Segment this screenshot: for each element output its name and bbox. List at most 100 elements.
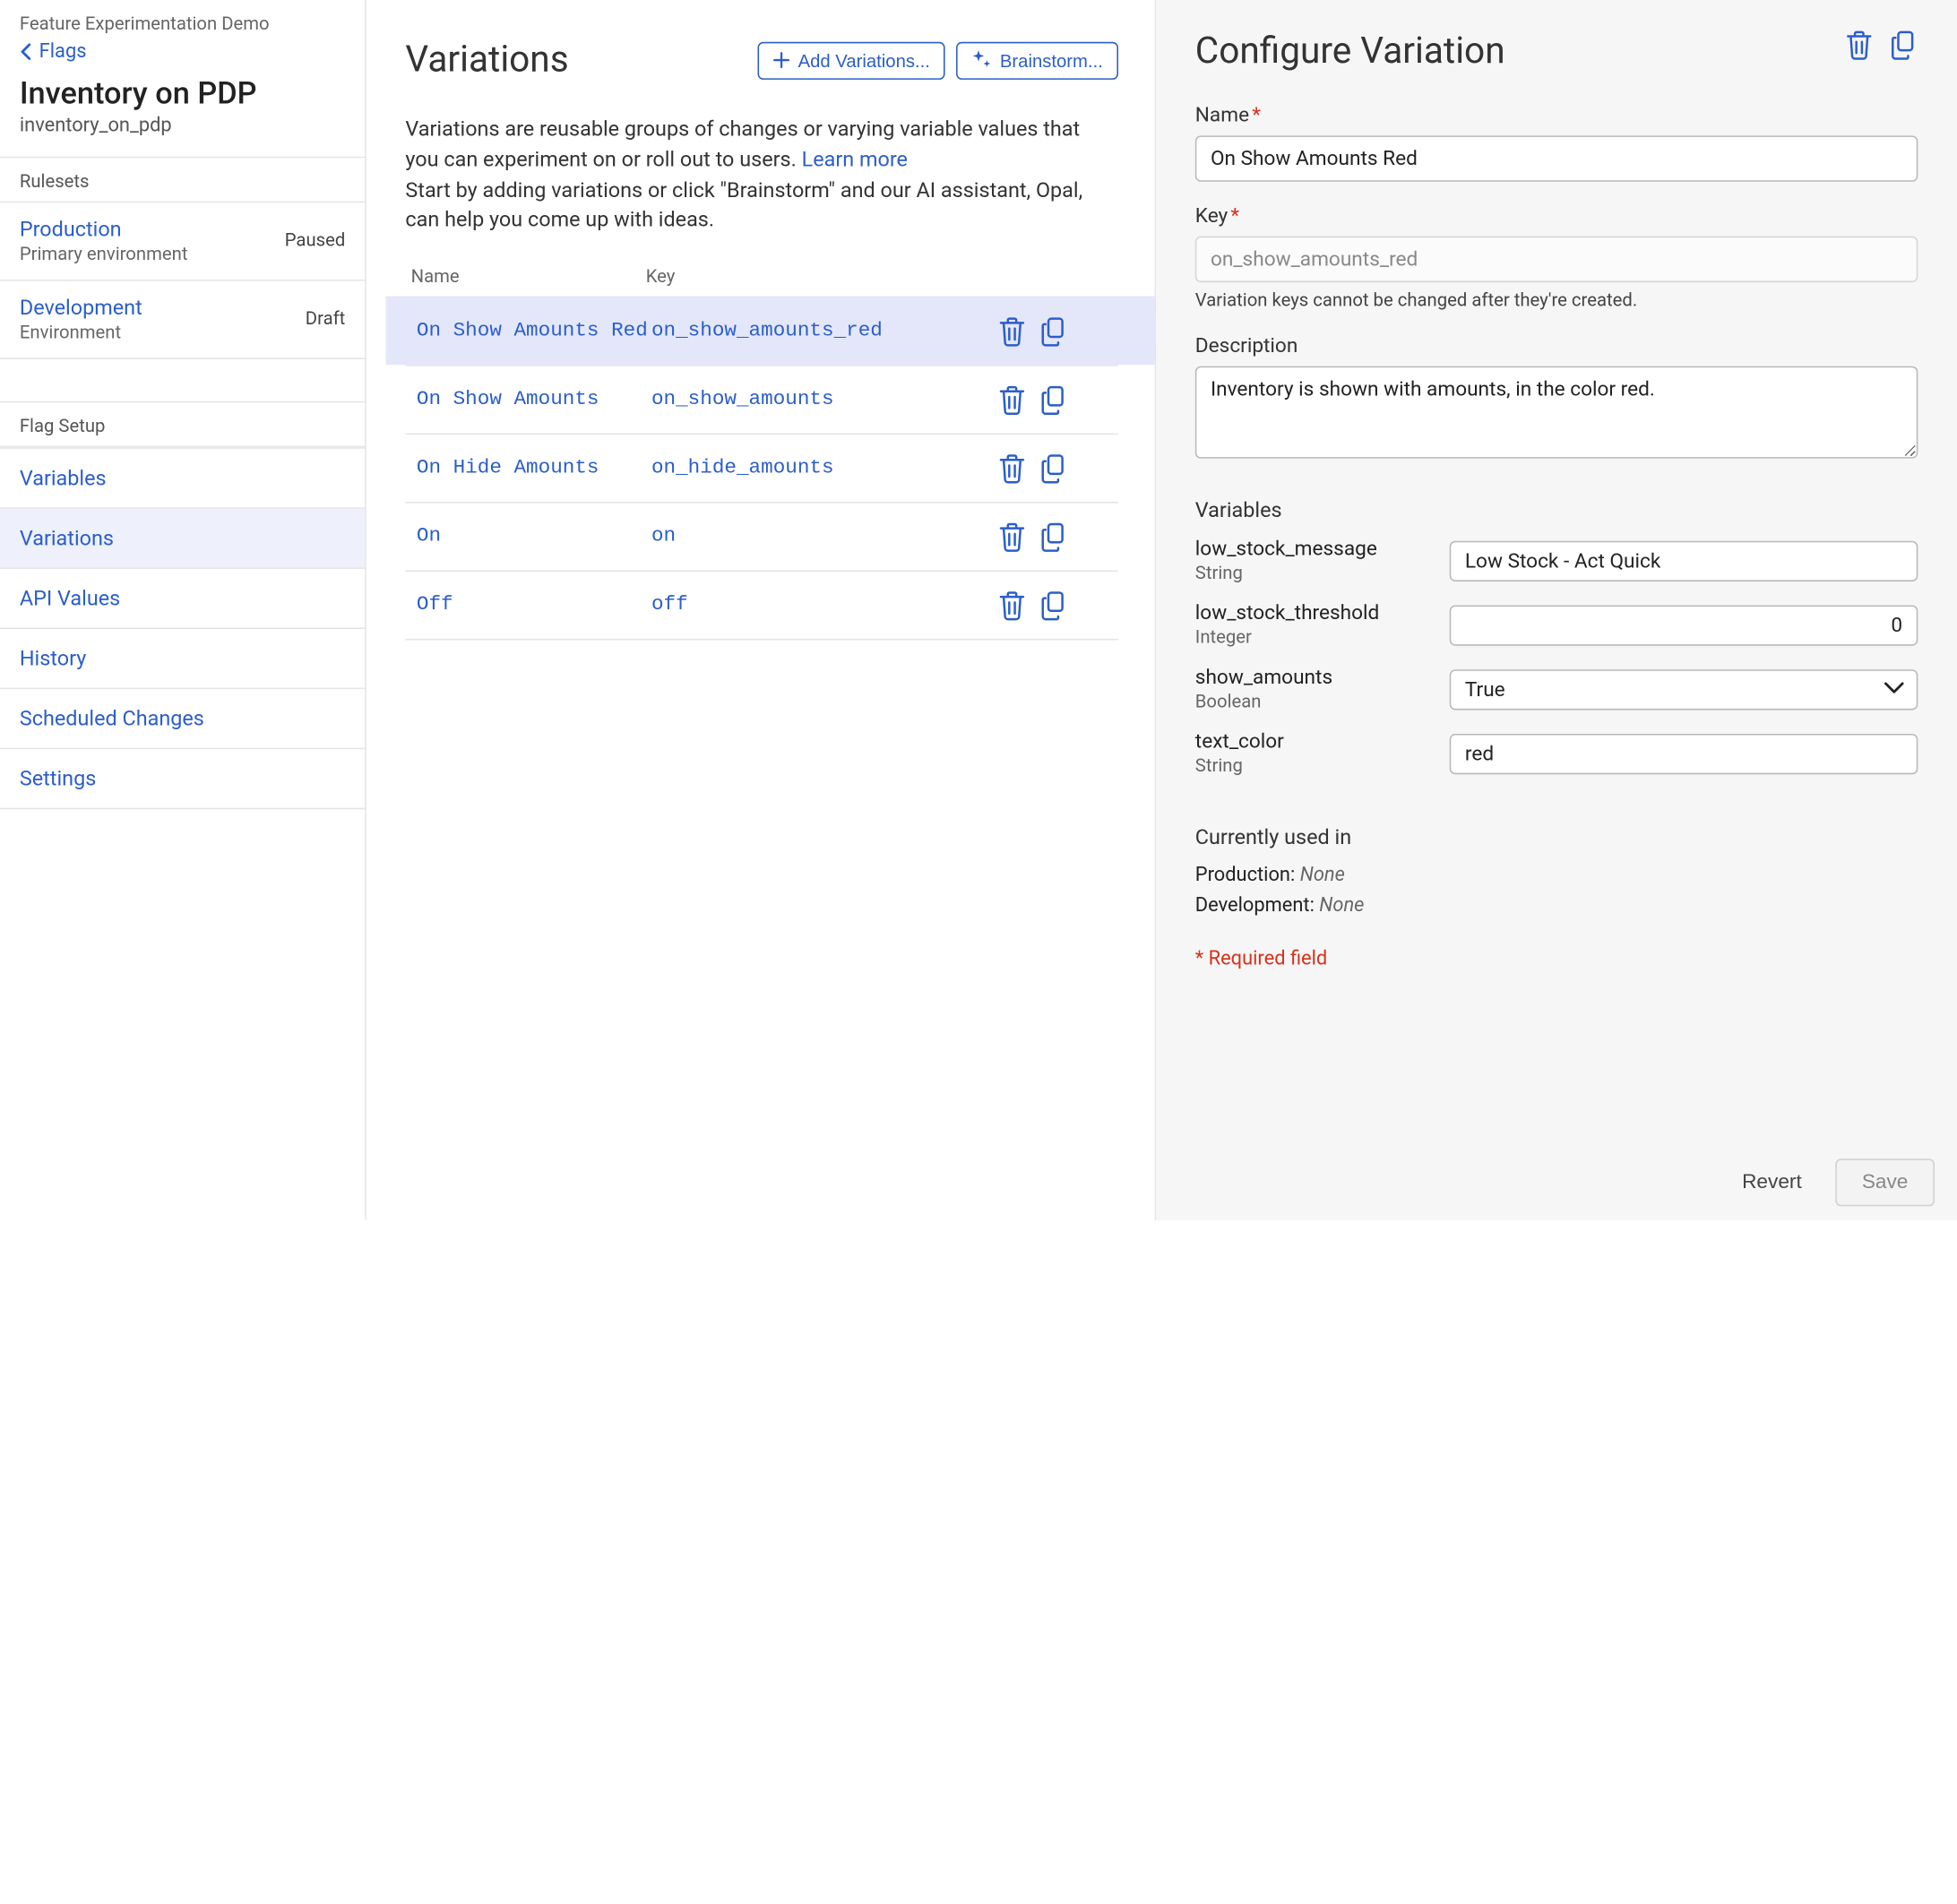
- ruleset-status: Draft: [306, 295, 346, 330]
- variation-row[interactable]: On Hide Amounts on_hide_amounts: [405, 434, 1118, 502]
- demo-label: Feature Experimentation Demo: [20, 14, 345, 35]
- delete-variation-button[interactable]: [1845, 30, 1873, 58]
- variable-row: low_stock_threshold Integer: [1195, 601, 1918, 649]
- sidebar-nav-scheduled-changes[interactable]: Scheduled Changes: [0, 689, 365, 749]
- ruleset-name: Development: [20, 295, 142, 320]
- variable-type: Boolean: [1195, 692, 1450, 712]
- used-in-line: Development: None: [1195, 894, 1918, 917]
- brainstorm-label: Brainstorm...: [1000, 49, 1103, 70]
- variable-input-low_stock_message[interactable]: [1450, 540, 1918, 581]
- ruleset-status: Paused: [285, 217, 346, 252]
- flag-key: inventory_on_pdp: [20, 115, 345, 137]
- variation-name: On Show Amounts: [411, 389, 651, 411]
- ruleset-name: Production: [20, 217, 188, 242]
- variation-name: On Show Amounts Red: [411, 320, 651, 342]
- variation-row[interactable]: Off off: [405, 570, 1118, 640]
- variation-key: on_show_amounts: [651, 389, 998, 411]
- variable-name: text_color: [1195, 729, 1450, 754]
- required-field-note: * Required field: [1195, 948, 1918, 970]
- variations-table-header: Name Key: [405, 259, 1118, 297]
- variations-title: Variations: [405, 39, 568, 82]
- save-button[interactable]: Save: [1835, 1159, 1935, 1206]
- variation-key: on_hide_amounts: [651, 457, 998, 479]
- delete-icon[interactable]: [998, 454, 1026, 482]
- ruleset-item[interactable]: Development Environment Draft: [0, 281, 365, 359]
- variables-section-label: Variables: [1195, 497, 1918, 522]
- duplicate-icon[interactable]: [1040, 386, 1068, 414]
- variation-name: On Hide Amounts: [411, 457, 651, 479]
- variable-name: low_stock_message: [1195, 537, 1450, 561]
- variable-row: show_amounts Boolean: [1195, 666, 1918, 713]
- variable-input-text_color[interactable]: [1450, 733, 1918, 773]
- sidebar-nav-history[interactable]: History: [0, 629, 365, 689]
- name-label-text: Name: [1195, 103, 1249, 127]
- duplicate-variation-button[interactable]: [1890, 30, 1918, 58]
- variation-name: Off: [411, 594, 651, 616]
- required-asterisk: *: [1230, 204, 1239, 228]
- used-in-line: Production: None: [1195, 864, 1918, 886]
- variation-row[interactable]: On on: [405, 502, 1118, 570]
- name-label: Name*: [1195, 103, 1918, 127]
- back-label: Flags: [39, 40, 87, 63]
- sparkle-icon: [972, 50, 992, 70]
- ruleset-sub: Environment: [20, 323, 142, 343]
- revert-button[interactable]: Revert: [1729, 1160, 1816, 1205]
- configure-title: Configure Variation: [1195, 30, 1505, 73]
- variation-key: on_show_amounts_red: [651, 320, 998, 342]
- flag-setup-label: Flag Setup: [0, 401, 365, 447]
- variable-name: show_amounts: [1195, 666, 1450, 690]
- sidebar: Feature Experimentation Demo Flags Inven…: [0, 0, 366, 1220]
- variation-key: on: [651, 526, 998, 548]
- col-header-key: Key: [646, 267, 998, 288]
- col-header-name: Name: [405, 267, 645, 288]
- learn-more-link[interactable]: Learn more: [802, 146, 908, 171]
- delete-icon[interactable]: [998, 591, 1026, 619]
- key-label-text: Key: [1195, 204, 1228, 228]
- delete-icon[interactable]: [998, 386, 1026, 414]
- required-asterisk: *: [1252, 103, 1261, 127]
- variation-row[interactable]: On Show Amounts Red on_show_amounts_red: [386, 297, 1155, 365]
- sidebar-nav-api-values[interactable]: API Values: [0, 569, 365, 629]
- chevron-left-icon: [20, 43, 34, 60]
- variable-select-show_amounts[interactable]: [1450, 668, 1918, 709]
- variations-panel: Variations Add Variations... Brainstorm.…: [366, 0, 1156, 1220]
- duplicate-icon[interactable]: [1040, 522, 1068, 550]
- variation-name: On: [411, 526, 651, 548]
- ruleset-sub: Primary environment: [20, 245, 188, 265]
- duplicate-icon[interactable]: [1040, 317, 1068, 345]
- variable-type: Integer: [1195, 627, 1450, 648]
- delete-icon[interactable]: [998, 522, 1026, 550]
- configure-variation-panel: Configure Variation Name* Key* Variation…: [1156, 0, 1957, 1220]
- variable-input-low_stock_threshold[interactable]: [1450, 605, 1918, 645]
- ruleset-item[interactable]: Production Primary environment Paused: [0, 202, 365, 280]
- duplicate-icon[interactable]: [1040, 454, 1068, 482]
- name-input[interactable]: [1195, 135, 1918, 181]
- sidebar-nav-settings[interactable]: Settings: [0, 749, 365, 809]
- sidebar-nav-variables[interactable]: Variables: [0, 447, 365, 509]
- brainstorm-button[interactable]: Brainstorm...: [957, 41, 1118, 79]
- sidebar-nav-variations[interactable]: Variations: [0, 509, 365, 569]
- variable-row: low_stock_message String: [1195, 537, 1918, 584]
- variable-name: low_stock_threshold: [1195, 601, 1450, 625]
- flag-title: Inventory on PDP: [20, 77, 345, 112]
- variation-key: off: [651, 594, 998, 616]
- add-variations-button[interactable]: Add Variations...: [757, 41, 945, 79]
- delete-icon[interactable]: [998, 317, 1026, 345]
- key-label: Key*: [1195, 204, 1918, 228]
- description-input[interactable]: [1195, 366, 1918, 459]
- desc-line-2: Start by adding variations or click "Bra…: [405, 177, 1082, 232]
- back-to-flags-link[interactable]: Flags: [20, 40, 345, 63]
- description-label: Description: [1195, 334, 1918, 358]
- rulesets-label: Rulesets: [0, 157, 365, 202]
- desc-line-1: Variations are reusable groups of change…: [405, 116, 1080, 171]
- variable-type: String: [1195, 564, 1450, 584]
- variable-type: String: [1195, 756, 1450, 777]
- variable-row: text_color String: [1195, 729, 1918, 777]
- variations-description: Variations are reusable groups of change…: [405, 115, 1118, 237]
- key-helper: Variation keys cannot be changed after t…: [1195, 290, 1918, 311]
- add-variations-label: Add Variations...: [798, 49, 930, 70]
- plus-icon: [773, 52, 790, 69]
- used-in-label: Currently used in: [1195, 824, 1918, 849]
- duplicate-icon[interactable]: [1040, 591, 1068, 619]
- variation-row[interactable]: On Show Amounts on_show_amounts: [405, 365, 1118, 433]
